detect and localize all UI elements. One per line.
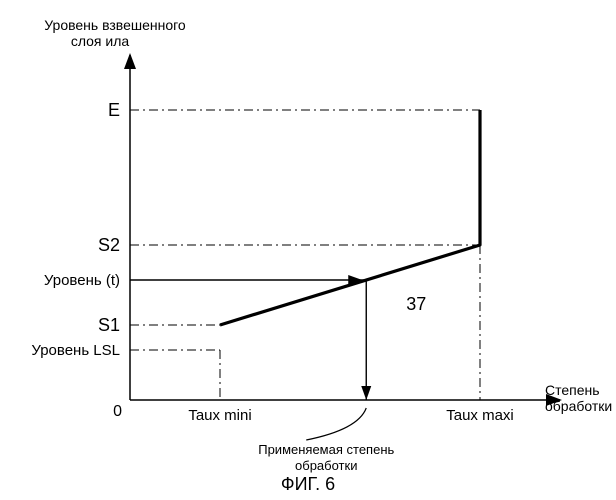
x-tick-taux-maxi: Taux maxi [446,407,514,424]
level-t-indicator [130,275,371,400]
y-tick-level-t: Уровень (t) [44,272,120,289]
figure-caption: ФИГ. 6 [281,474,335,494]
axes [124,53,562,406]
applied-annotation: Применяемая степень обработки [258,408,394,473]
figure-6: Уровень взвешенного слоя ила Степень обр… [0,0,616,500]
x-axis-title-line1: Степень [545,382,600,398]
y-axis-title-line1: Уровень взвешенного [44,17,186,33]
y-tick-S2: S2 [98,235,120,255]
svg-text:Применяемая степень: Применяемая степень [258,442,394,457]
curve-label-37: 37 [406,294,426,314]
svg-text:обработки: обработки [295,458,357,473]
y-axis-arrowhead [124,53,136,69]
x-tick-taux-mini: Taux mini [188,407,251,424]
y-tick-S1: S1 [98,315,120,335]
y-axis-title-line2: слоя ила [71,33,130,49]
curve-37 [220,110,480,325]
y-tick-level-LSL: Уровень LSL [31,342,120,359]
reference-lines [130,110,480,400]
origin-label: 0 [113,403,122,420]
y-tick-E: E [108,100,120,120]
